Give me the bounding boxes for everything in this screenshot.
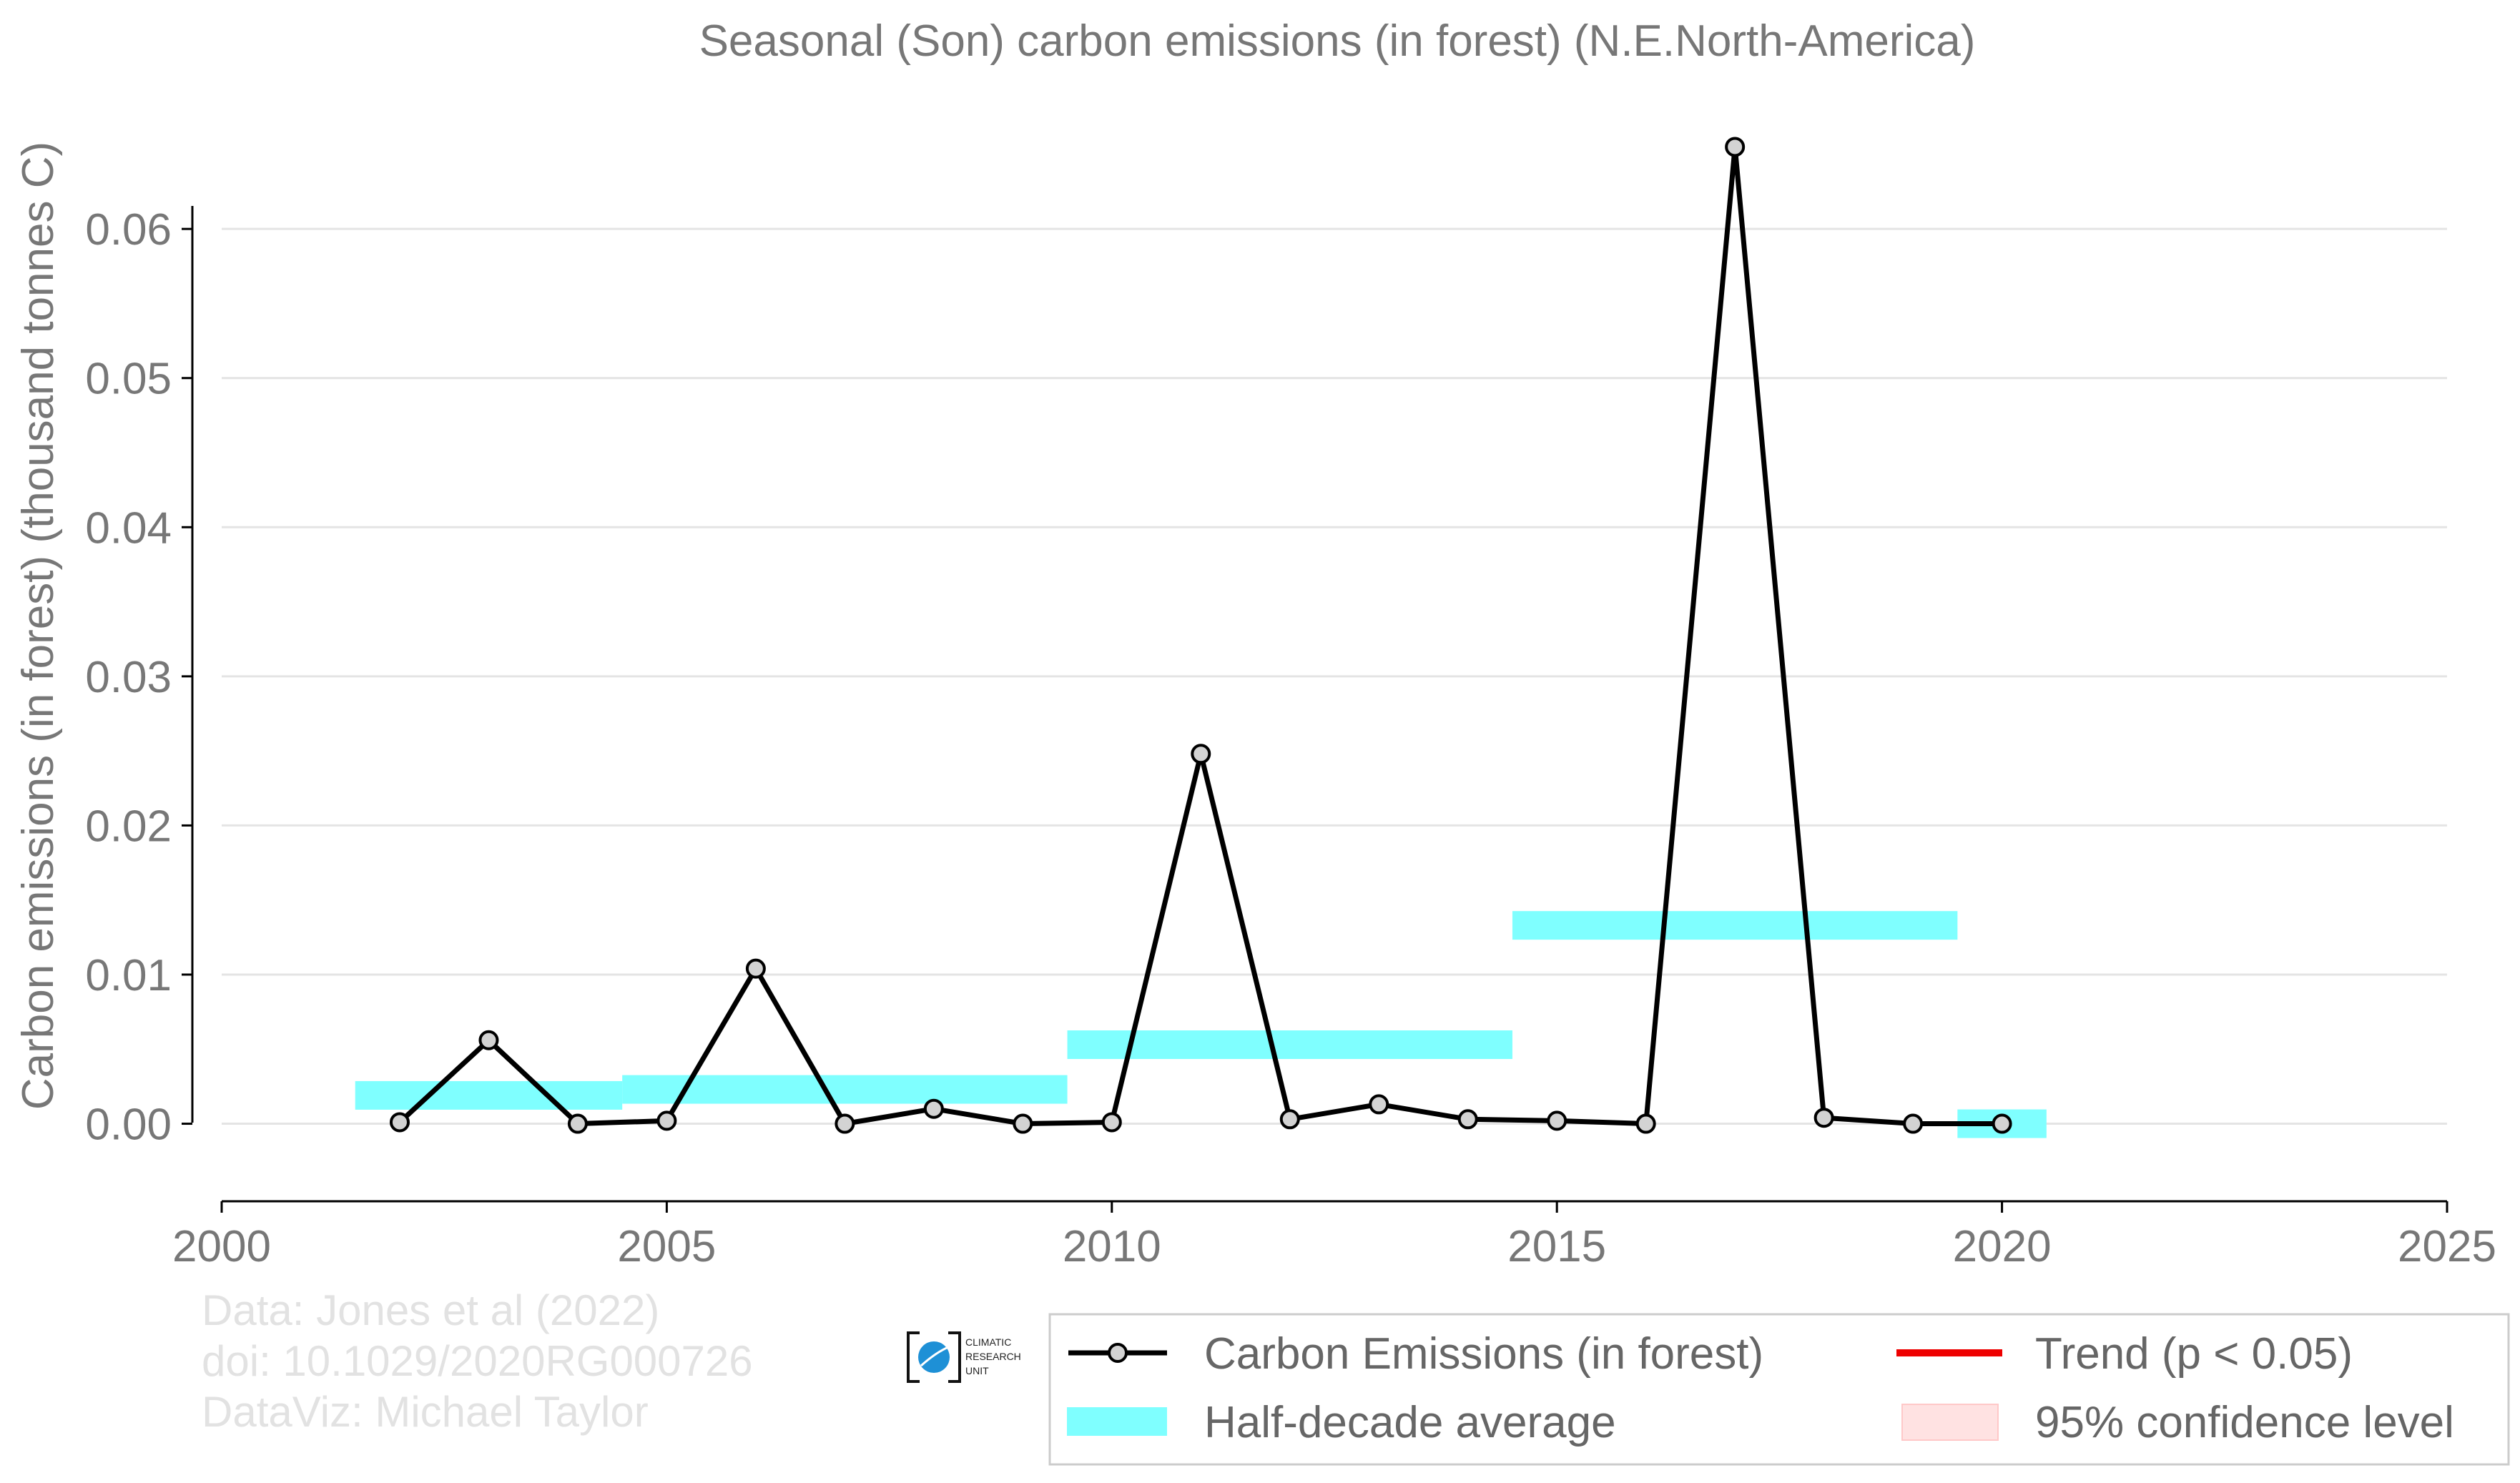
data-point [1279,1109,1300,1130]
legend-emissions-marker-icon [1108,1343,1128,1363]
y-tick-label: 0.01 [85,951,172,1000]
data-point [656,1110,677,1131]
data-point [389,1112,410,1133]
data-point [567,1113,588,1134]
data-point [1013,1113,1033,1134]
credits: Data: Jones et al (2022) doi: 10.1029/20… [202,1286,753,1436]
chart-title: Seasonal (Son) carbon emissions (in fore… [699,16,1976,66]
legend-emissions-label: Carbon Emissions (in forest) [1204,1329,1763,1379]
x-tick-label: 2020 [1953,1222,2052,1271]
data-point [1635,1113,1656,1134]
legend-half-decade-swatch-icon [1067,1407,1167,1436]
y-tick-label: 0.05 [85,355,172,404]
y-tick-label: 0.02 [85,802,172,851]
legend-box [1048,1313,2510,1466]
y-axis-label: Carbon emissions (in forest) (thousand t… [14,142,63,1110]
logo-frame-icon [907,1331,961,1383]
data-point [1992,1113,2012,1134]
x-tick-label: 2010 [1063,1222,1161,1271]
data-point [1369,1094,1389,1115]
logo-text-line-1: CLIMATIC [965,1336,1011,1348]
data-point [1101,1112,1122,1133]
carbon-emissions-series [389,137,2012,1134]
data-point [1813,1108,1834,1128]
data-point [1725,137,1746,157]
legend: Carbon Emissions (in forest) Trend (p < … [1048,1313,2510,1466]
credit-line-dataviz: DataViz: Michael Taylor [202,1388,649,1436]
x-tick-label: 2025 [2398,1222,2496,1271]
climatic-research-unit-logo: CLIMATIC RESEARCH UNIT [907,1331,1021,1383]
legend-half-decade-label: Half-decade average [1204,1398,1616,1447]
y-tick-label: 0.03 [85,653,172,702]
legend-trend-label: Trend (p < 0.05) [2035,1329,2353,1379]
x-tick-label: 2000 [172,1222,271,1271]
data-point [478,1030,499,1050]
y-ticks: 0.00 0.01 0.02 0.03 0.04 0.05 0.06 [85,205,192,1150]
half-decade-bar [622,1075,1068,1104]
data-point [1547,1110,1567,1131]
data-point [1457,1109,1478,1130]
data-point [745,958,766,979]
legend-confidence-swatch-icon [1901,1404,1999,1441]
y-tick-label: 0.00 [85,1100,172,1150]
y-tick-label: 0.06 [85,205,172,255]
data-point [835,1113,855,1134]
legend-confidence-label: 95% confidence level [2035,1398,2454,1447]
axes [191,206,2447,1203]
globe-icon [918,1341,950,1373]
x-tick-label: 2005 [617,1222,716,1271]
credit-line-doi: doi: 10.1029/2020RG000726 [202,1337,753,1385]
half-decade-average-bands [355,911,2047,1138]
y-tick-label: 0.04 [85,503,172,553]
data-point [923,1098,944,1119]
credit-line-data: Data: Jones et al (2022) [202,1286,659,1334]
logo-text-line-3: UNIT [965,1365,989,1376]
emissions-line [398,144,2002,1126]
globe-streak-icon [920,1346,949,1367]
half-decade-bar [1067,1030,1512,1060]
x-tick-label: 2015 [1507,1222,1606,1271]
gridlines [222,227,2447,1125]
x-ticks: 2000 2005 2010 2015 2020 2025 [172,1201,2496,1271]
half-decade-bar [1512,911,1958,940]
half-decade-bar [355,1080,623,1110]
logo-text-line-2: RESEARCH [965,1351,1021,1362]
data-point [1191,744,1211,764]
data-point [1903,1113,1924,1134]
